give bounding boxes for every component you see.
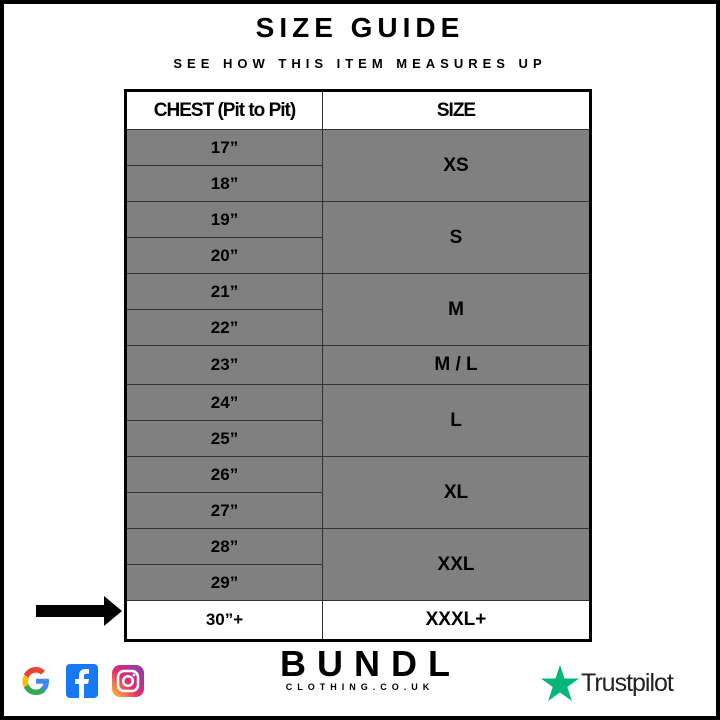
trustpilot-label: Trustpilot [581, 668, 674, 697]
google-icon[interactable] [20, 665, 52, 697]
brand-logo: BUNDL CLOTHING.CO.UK [270, 643, 461, 693]
chest-cell: 18” [125, 165, 323, 202]
arrow-icon [36, 596, 122, 626]
table-row: 27” [125, 492, 591, 529]
header-size: SIZE [322, 90, 591, 130]
chest-cell: 20” [125, 237, 323, 274]
subtitle: SEE HOW THIS ITEM MEASURES UP [173, 56, 547, 71]
size-cell: XS [322, 129, 591, 202]
table-row: 22” [125, 309, 591, 346]
table-row: 30”+ XXXL+ [125, 600, 591, 641]
chest-cell: 23” [125, 345, 323, 385]
chest-cell: 24” [125, 384, 323, 421]
table-row: 26” XL [125, 456, 591, 529]
table-row: 24” L [125, 384, 591, 457]
trustpilot-star-icon [541, 665, 579, 701]
table-row: 19” S [125, 201, 591, 274]
chest-cell: 25” [125, 420, 323, 457]
facebook-icon[interactable] [66, 664, 98, 698]
table-row: 28” XXL [125, 528, 591, 601]
header-chest: CHEST (Pit to Pit) [125, 90, 323, 130]
size-cell: L [322, 384, 591, 457]
table-row: 25” [125, 420, 591, 457]
table-row: 21” M [125, 273, 591, 346]
brand-name: BUNDL [280, 643, 461, 684]
size-cell: S [322, 201, 591, 274]
chest-cell: 22” [125, 309, 323, 346]
instagram-icon[interactable] [112, 665, 144, 697]
size-cell: M [322, 273, 591, 346]
size-cell: XL [322, 456, 591, 529]
chest-cell: 27” [125, 492, 323, 529]
size-cell: M / L [322, 345, 591, 385]
chest-cell: 29” [125, 564, 323, 601]
brand-domain: CLOTHING.CO.UK [285, 682, 435, 692]
chest-cell: 19” [125, 201, 323, 238]
size-table: CHEST (Pit to Pit) SIZE 17” XS 18” 19” S 20” 2… [124, 89, 592, 642]
trustpilot-badge[interactable]: Trustpilot [541, 665, 674, 701]
chest-cell: 17” [125, 129, 323, 166]
size-cell: XXL [322, 528, 591, 601]
page-title: SIZE GUIDE [255, 12, 465, 43]
table-row: 29” [125, 564, 591, 601]
chest-cell: 28” [125, 528, 323, 565]
table-row: 20” [125, 237, 591, 274]
chest-cell: 26” [125, 456, 323, 493]
size-cell: XXXL+ [322, 600, 591, 641]
table-row: 23” M / L [125, 345, 591, 385]
table-row: 17” XS [125, 129, 591, 202]
chest-cell: 30”+ [125, 600, 323, 641]
chest-cell: 21” [125, 273, 323, 310]
